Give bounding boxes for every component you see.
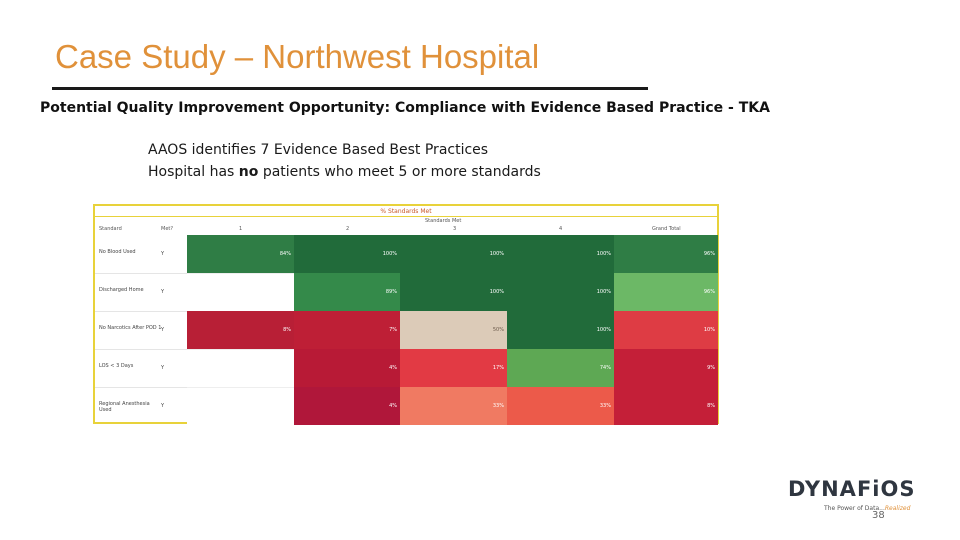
heatmap-cell: 100% [507, 235, 614, 273]
logo-wordmark: DYNAFiOS [788, 477, 916, 501]
row-label: Regional Anesthesia Used [99, 401, 150, 413]
heatmap-cell: 8% [614, 387, 718, 425]
heatmap-cell: 33% [507, 387, 614, 425]
col-header-grand-total: Grand Total [652, 226, 681, 232]
col-header-1: 1 [239, 226, 243, 232]
row-label: LOS < 3 Days [99, 363, 134, 369]
row-divider [95, 349, 187, 350]
row-divider [95, 273, 187, 274]
row-met-flag: Y [161, 251, 165, 257]
heatmap-cell [187, 273, 294, 311]
heatmap-cell: 100% [400, 235, 507, 273]
heatmap-cell: 10% [614, 311, 718, 349]
col-header-standard: Standard [99, 226, 122, 232]
heatmap-cell: 100% [400, 273, 507, 311]
row-label: Discharged Home [99, 287, 144, 293]
row-label: No Blood Used [99, 249, 136, 255]
row-met-flag: Y [161, 327, 165, 333]
group-header: Standards Met [425, 218, 462, 224]
heatmap-cell: 9% [614, 349, 718, 387]
row-label: No Narcotics After POD 1 [99, 325, 162, 331]
heatmap-cell: 17% [400, 349, 507, 387]
bullet-item: AAOS identifies 7 Evidence Based Best Pr… [148, 142, 489, 158]
heatmap-cell: 4% [294, 349, 400, 387]
title-underline [52, 87, 648, 90]
page-number: 38 [872, 510, 885, 521]
heatmap-cell: 100% [294, 235, 400, 273]
tagline-highlight: Realized [884, 505, 911, 512]
heatmap-cell: 7% [294, 311, 400, 349]
slide-subtitle: Potential Quality Improvement Opportunit… [40, 100, 770, 116]
heatmap-cell: 96% [614, 273, 718, 311]
heatmap-cell: 100% [507, 273, 614, 311]
bullet-list: AAOS identifies 7 Evidence Based Best Pr… [148, 139, 541, 183]
heatmap-cell: 84% [187, 235, 294, 273]
table-title: % Standards Met [380, 208, 432, 215]
row-met-flag: Y [161, 403, 165, 409]
row-met-flag: Y [161, 289, 165, 295]
col-header-3: 3 [453, 226, 457, 232]
heatmap-cell: 96% [614, 235, 718, 273]
heatmap-cell: 89% [294, 273, 400, 311]
standards-heatmap-table: % Standards Met Standards Met Standard M… [93, 204, 719, 425]
row-met-flag: Y [161, 365, 165, 371]
slide-title: Case Study – Northwest Hospital [55, 38, 540, 75]
heatmap-cell: 74% [507, 349, 614, 387]
col-header-4: 4 [559, 226, 563, 232]
bullet-item: Hospital has no patients who meet 5 or m… [148, 164, 541, 180]
dynafios-logo: DYNAFiOS The Power of Data...Realized [788, 477, 916, 512]
heatmap-cell [187, 349, 294, 387]
heatmap-cell [187, 387, 294, 425]
col-header-2: 2 [346, 226, 350, 232]
row-divider [95, 311, 187, 312]
tagline-prefix: The Power of Data... [824, 505, 885, 512]
heatmap-cell: 4% [294, 387, 400, 425]
heatmap-cell: 100% [507, 311, 614, 349]
heatmap-cell: 33% [400, 387, 507, 425]
col-header-met: Met? [161, 226, 174, 232]
logo-tagline: The Power of Data...Realized [824, 505, 910, 512]
row-divider [95, 387, 187, 388]
heatmap-cell: 8% [187, 311, 294, 349]
heatmap-cell: 50% [400, 311, 507, 349]
table-title-divider [95, 216, 717, 217]
